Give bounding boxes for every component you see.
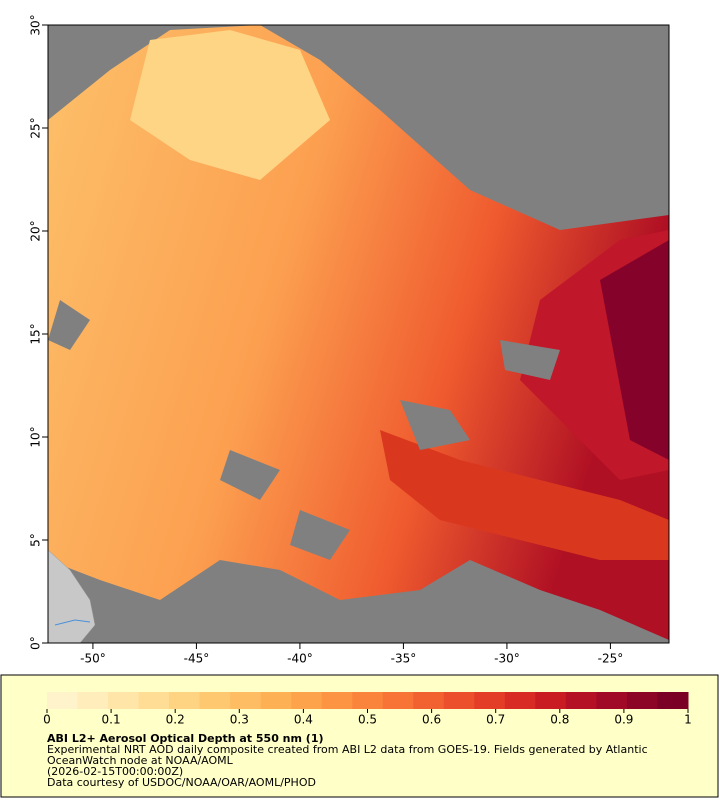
colorbar-title: ABI L2+ Aerosol Optical Depth at 550 nm … (47, 732, 324, 745)
cloud-gap (48, 300, 560, 560)
map-image (48, 25, 669, 643)
x-tick-label: -50° (80, 652, 106, 666)
cloud-gap (48, 40, 669, 630)
caption-line: OceanWatch node at NOAA/AOML (47, 754, 234, 767)
y-tick-label: 10° (29, 426, 43, 447)
colorbar-swatch (382, 692, 414, 709)
y-tick-label: 0° (29, 636, 43, 650)
colorbar-tick-label: 0.2 (166, 713, 185, 727)
colorbar-tick-label: 0.7 (486, 713, 505, 727)
colorbar-tick-label: 0.5 (358, 713, 377, 727)
colorbar-tick-label: 1 (684, 713, 692, 727)
y-tick-label: 25° (29, 117, 43, 138)
x-tick-label: -40° (287, 652, 313, 666)
colorbar-swatch (230, 692, 262, 709)
river (54, 619, 91, 626)
y-tick-label: 30° (29, 14, 43, 35)
aerosol-band (380, 430, 669, 560)
colorbar-swatch (352, 692, 384, 709)
colorbar-swatch (321, 692, 353, 709)
colorbar-swatch (474, 692, 506, 709)
colorbar-swatch (199, 692, 231, 709)
colorbar-swatch (138, 692, 170, 709)
caption-line: Data courtesy of USDOC/NOAA/OAR/AOML/PHO… (47, 776, 316, 789)
caption-line: (2026-02-15T00:00:00Z) (47, 765, 183, 778)
colorbar-tick-label: 0.9 (614, 713, 633, 727)
colorbar-swatch (108, 692, 140, 709)
y-tick-label: 15° (29, 323, 43, 344)
colorbar: 0 0.1 0.2 0.3 0.4 0.5 0.6 0.7 0.8 0.9 1 (43, 692, 692, 727)
colorbar-swatch (260, 692, 292, 709)
colorbar-swatch (565, 692, 597, 709)
x-tick-label: -35° (391, 652, 417, 666)
y-tick-label: 5° (29, 533, 43, 547)
colorbar-swatch (596, 692, 628, 709)
x-tick-label: -30° (494, 652, 520, 666)
colorbar-tick-label: 0.3 (230, 713, 249, 727)
axes: -50° -45° -40° -35° -30° -25° 0° 5° 10° 15° 20° 25°… (29, 14, 624, 665)
colorbar-swatch (626, 692, 658, 709)
colorbar-tick-label: 0.1 (102, 713, 121, 727)
colorbar-tick-label: 0.8 (550, 713, 569, 727)
colorbar-tick-label: 0 (43, 713, 51, 727)
x-tick-label: -25° (598, 652, 624, 666)
colorbar-swatch (443, 692, 475, 709)
colorbar-swatch (77, 692, 109, 709)
colorbar-tick-label: 0.4 (294, 713, 313, 727)
colorbar-swatch (504, 692, 536, 709)
colorbar-swatch (535, 692, 567, 709)
caption-line: Experimental NRT AOD daily composite cre… (47, 743, 648, 756)
colorbar-tick-label: 0.6 (422, 713, 441, 727)
aerosol-peak (600, 240, 669, 460)
colorbar-swatch (47, 692, 79, 709)
colorbar-swatch (291, 692, 323, 709)
colorbar-swatch (169, 692, 201, 709)
y-tick-label: 20° (29, 220, 43, 241)
colorbar-swatch (657, 692, 689, 709)
aerosol-light (130, 30, 330, 180)
x-tick-label: -45° (184, 652, 210, 666)
land (48, 549, 96, 643)
colorbar-swatch (413, 692, 445, 709)
